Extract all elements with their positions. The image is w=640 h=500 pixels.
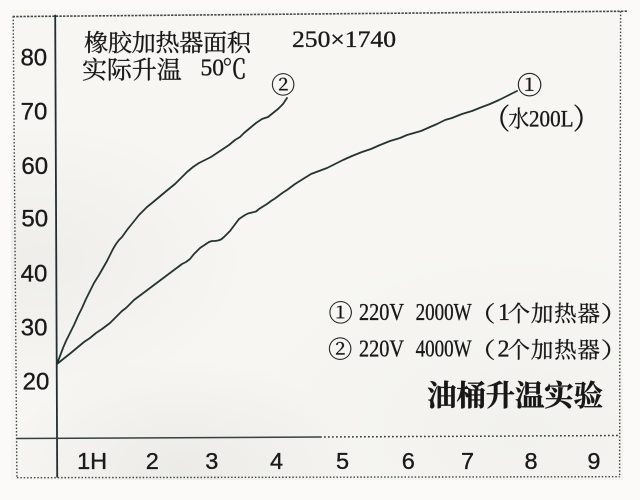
svg-text:8: 8 [525,448,538,474]
svg-text:20: 20 [23,369,50,396]
svg-text:2: 2 [498,336,510,362]
svg-text:70: 70 [21,99,48,126]
svg-text:80: 80 [20,44,47,71]
svg-text:200L: 200L [529,107,574,132]
svg-text:5: 5 [336,448,349,474]
svg-text:220V: 220V [359,336,405,362]
svg-text:4: 4 [270,448,283,474]
svg-text:9: 9 [587,448,600,474]
svg-text:4000W: 4000W [416,336,472,362]
svg-text:50: 50 [21,205,48,232]
svg-text:40: 40 [21,261,48,288]
svg-text:2: 2 [146,448,159,474]
svg-text:2000W: 2000W [416,300,472,326]
svg-text:220V: 220V [359,300,405,326]
svg-text:1H: 1H [77,448,107,474]
svg-text:250×1740: 250×1740 [292,27,396,52]
svg-text:50: 50 [201,56,225,82]
svg-text:60: 60 [21,153,48,180]
svg-text:3: 3 [205,448,218,474]
svg-text:6: 6 [402,448,415,474]
svg-text:30: 30 [21,314,48,341]
svg-text:1: 1 [498,300,510,326]
svg-text:7: 7 [461,448,474,474]
